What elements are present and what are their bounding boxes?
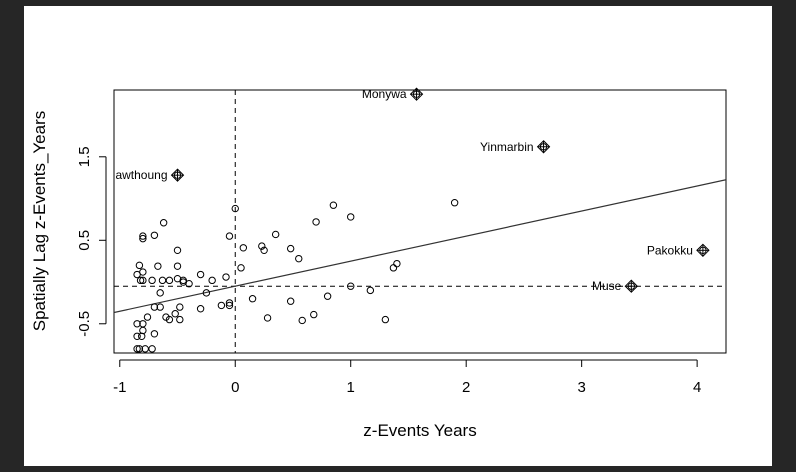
data-point [173,262,182,270]
x-tick-label: 4 [693,379,701,396]
data-point [263,314,272,322]
data-point [179,276,187,285]
data-point [239,244,248,252]
scatter-plot: awthoung Monywa Yinmarbin Muse Pakokku -1 0 1 2… [30,87,727,440]
data-point [312,218,320,226]
data-point [138,332,146,341]
data-point [139,320,147,328]
regression-line [114,179,726,314]
point-label: Pakokku [647,243,693,257]
data-point [156,289,164,297]
data-point [139,234,147,243]
data-point [217,301,226,310]
x-tick-label: 3 [577,379,585,396]
data-point [271,230,280,239]
data-point [248,295,257,303]
data-point [347,282,355,290]
data-point [185,280,193,288]
data-point [310,310,318,319]
data-point [139,276,147,285]
y-tick-label: 1.5 [76,146,93,167]
labeled-point: Yinmarbin [480,140,551,154]
data-point [260,246,268,255]
data-point [225,301,234,310]
data-point [196,305,205,313]
data-point [286,297,295,305]
data-point [298,316,306,325]
data-point [295,254,303,263]
data-point [139,232,147,240]
data-point [171,310,179,318]
x-axis: -1 0 1 2 3 4 [113,359,701,396]
data-point [148,276,156,285]
labeled-point: Pakokku [647,243,710,257]
labeled-point: Muse [592,279,639,293]
data-points [133,199,459,353]
y-tick-label: -0.5 [76,311,93,337]
data-point [208,276,216,285]
x-tick-label: 0 [231,379,239,396]
data-point [150,303,159,311]
data-point [156,303,164,311]
point-label: awthoung [115,168,167,182]
plot-area-border [113,89,727,354]
y-tick-label: 0.5 [76,230,93,251]
data-point [154,262,162,270]
chart-frame: awthoung Monywa Yinmarbin Muse Pakokku -1 0 1 2… [24,6,772,466]
data-point [231,204,239,213]
data-point [133,345,141,353]
data-point [143,313,152,321]
data-point [389,264,398,272]
reference-lines [114,90,726,353]
x-axis-title: z-Events Years [363,421,476,440]
data-point [258,242,266,250]
y-axis-title: Spatially Lag z-Events_Years [30,111,49,332]
data-point [225,232,234,240]
data-point [366,286,375,295]
data-point [450,199,459,207]
data-point [165,315,174,324]
data-point [173,246,182,255]
data-point [159,219,168,227]
data-point [133,332,141,341]
data-point [135,261,144,270]
data-point [202,289,211,297]
data-point [222,273,230,281]
data-point [141,345,149,353]
data-point [150,231,159,239]
data-point [381,315,390,324]
point-label: Monywa [362,87,407,101]
data-point [347,213,355,221]
data-point [139,268,147,276]
data-point [225,299,234,307]
data-point [136,276,145,285]
data-point [286,244,295,253]
data-point [148,345,156,353]
data-point [237,264,245,272]
data-point [393,259,401,268]
data-point [133,320,141,328]
x-tick-label: 1 [347,379,355,396]
data-point [150,330,159,338]
labeled-point: awthoung [115,168,185,182]
data-point [158,276,167,285]
labeled-point: Monywa [362,87,424,101]
x-tick-label: 2 [462,379,470,396]
data-point [139,326,147,335]
point-label: Muse [592,279,622,293]
data-point [176,303,184,311]
y-axis: -0.5 0.5 1.5 [76,146,107,337]
x-tick-label: -1 [113,379,126,396]
data-point [196,270,205,279]
data-point [329,201,338,209]
data-point [176,315,184,324]
data-point [135,345,144,353]
data-point [323,292,332,300]
data-point [165,276,174,285]
point-label: Yinmarbin [480,140,534,154]
labeled-points: awthoung Monywa Yinmarbin Muse Pakokku [115,87,710,293]
